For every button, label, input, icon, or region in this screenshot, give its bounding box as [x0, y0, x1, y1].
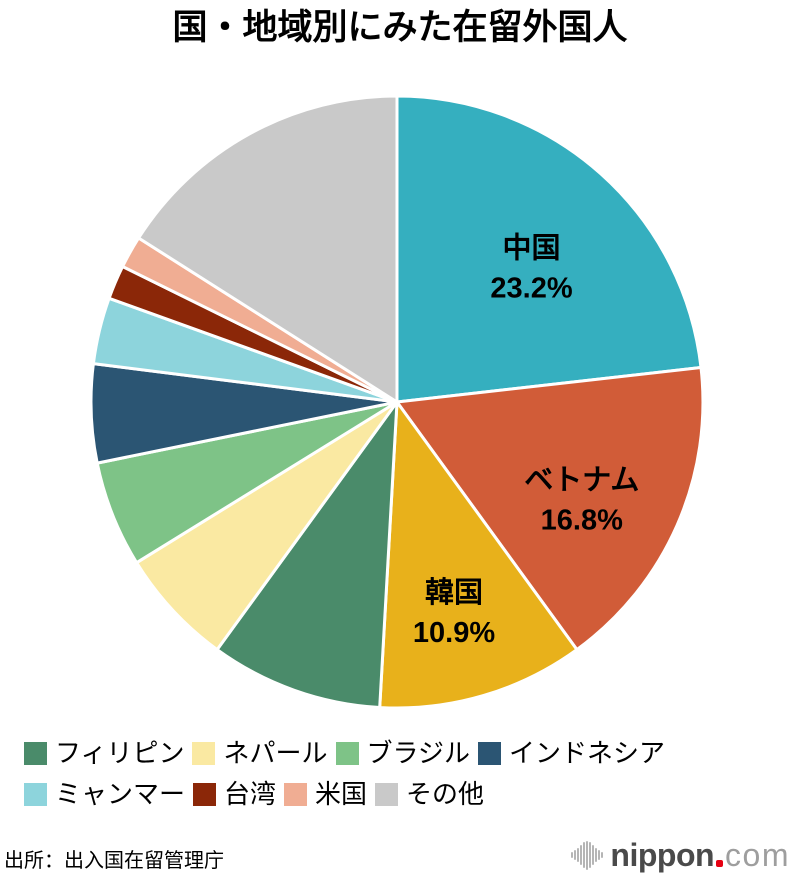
legend-label-ミャンマー: ミャンマー — [55, 779, 186, 809]
legend-swatch-インドネシア — [477, 741, 501, 765]
legend-label-ブラジル: ブラジル — [366, 738, 470, 768]
pie-slice-中国 — [395, 94, 703, 404]
legend-label-フィリピン: フィリピン — [55, 738, 185, 768]
legend-swatch-ブラジル — [335, 741, 359, 765]
slice-name-中国: 中国 — [502, 231, 560, 264]
legend-swatch-その他 — [375, 782, 399, 806]
chart-title: 国・地域別にみた在留外国人 — [172, 8, 628, 47]
logo-text: nippon com — [610, 838, 790, 872]
wave-bar — [583, 842, 586, 868]
legend-swatch-米国 — [284, 782, 308, 806]
legend-swatch-フィリピン — [24, 741, 47, 765]
slice-pct-ベトナム: 16.8% — [541, 504, 623, 536]
legend-swatch-ネパール — [192, 741, 216, 765]
legend-item-フィリピン: フィリピン — [24, 738, 184, 768]
legend-label-インドネシア: インドネシア — [508, 738, 665, 768]
legend-item-台湾: 台湾 — [193, 779, 276, 809]
wave-bar — [589, 842, 592, 868]
pie-slice-その他 — [137, 94, 399, 404]
audio-wave-icon — [571, 840, 604, 870]
slice-pct-中国: 23.2% — [490, 272, 572, 304]
legend-label-台湾: 台湾 — [224, 779, 277, 809]
legend-item-ブラジル: ブラジル — [335, 738, 470, 768]
legend-row-2: ミャンマー 台湾 米国 その他 — [24, 779, 665, 809]
legend-item-米国: 米国 — [284, 779, 367, 809]
pie-slice-フィリピン — [215, 400, 399, 709]
logo-text-light: com — [725, 837, 790, 873]
wave-bar — [598, 850, 601, 860]
legend-item-ミャンマー: ミャンマー — [24, 779, 185, 809]
slice-name-ベトナム: ベトナム — [524, 464, 639, 496]
wave-bar — [580, 845, 583, 865]
wave-bar — [571, 852, 574, 858]
pie-slice-ベトナム — [395, 366, 705, 652]
wave-bar — [586, 840, 589, 870]
legend-label-その他: その他 — [406, 779, 485, 809]
wave-bar — [577, 848, 580, 862]
logo-dot — [716, 860, 724, 867]
pie-slice-ネパール — [135, 400, 399, 652]
wave-bar — [592, 845, 595, 865]
logo-text-bold: nippon — [610, 837, 715, 873]
legend-item-ネパール: ネパール — [192, 738, 328, 768]
nippon-logo: nippon com — [571, 836, 790, 874]
wave-bar — [601, 852, 604, 858]
legend-label-ネパール: ネパール — [223, 738, 328, 768]
chart-legend: フィリピン ネパール ブラジル インドネシアミャンマー 台湾 米国 その他 — [24, 738, 665, 809]
wave-bar — [595, 848, 598, 862]
legend-label-米国: 米国 — [315, 779, 368, 809]
legend-row-1: フィリピン ネパール ブラジル インドネシア — [24, 738, 665, 768]
legend-swatch-台湾 — [193, 782, 217, 806]
source-note: 出所：出入国在留管理庁 — [4, 850, 224, 872]
wave-bar — [574, 850, 577, 860]
pie-slice-韓国 — [378, 400, 579, 710]
legend-item-その他: その他 — [375, 779, 484, 809]
slice-pct-韓国: 10.9% — [413, 617, 495, 649]
slice-name-韓国: 韓国 — [425, 576, 483, 609]
legend-swatch-ミャンマー — [24, 782, 47, 806]
legend-item-インドネシア: インドネシア — [477, 738, 665, 768]
